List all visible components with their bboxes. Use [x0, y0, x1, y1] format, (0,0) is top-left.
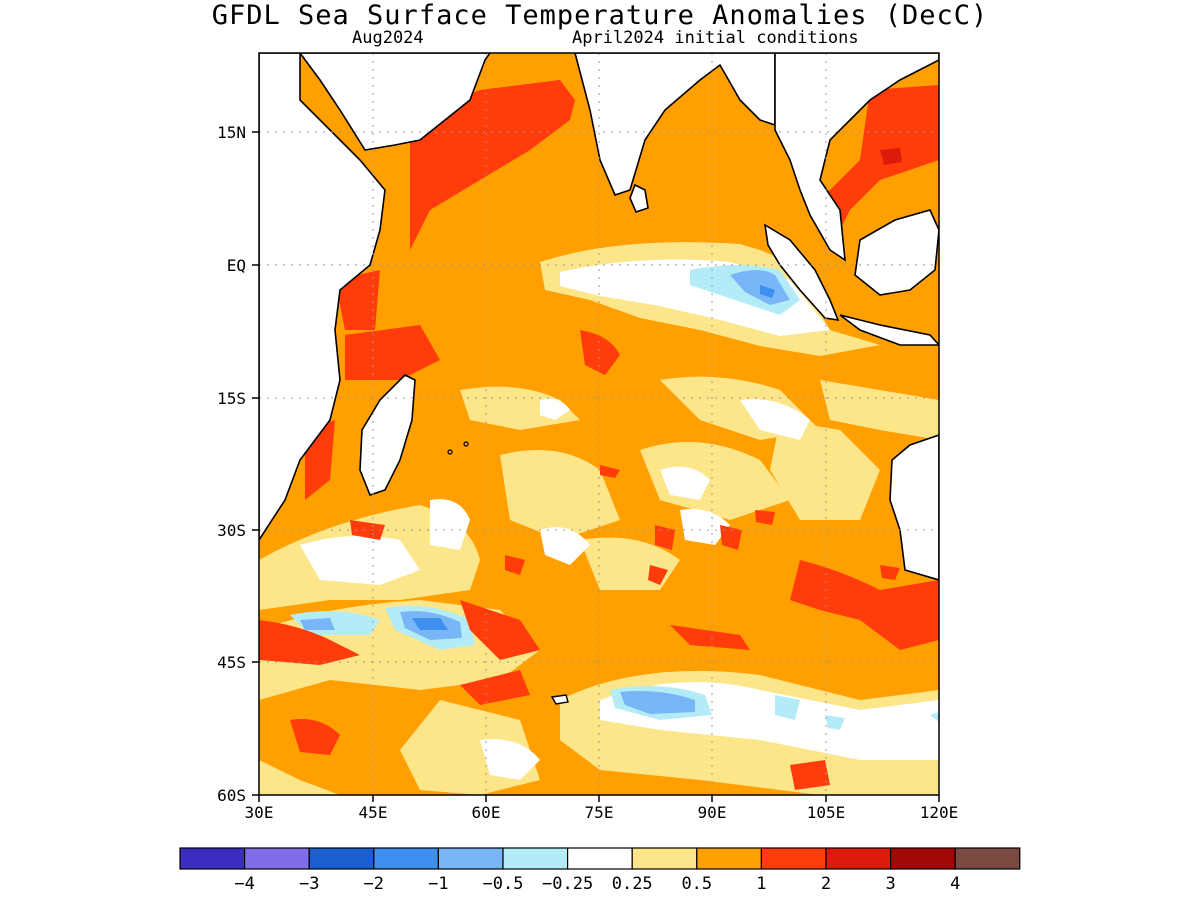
colorbar-swatch — [760, 847, 827, 870]
colorbar-label: −0.25 — [542, 874, 593, 894]
gridlines — [259, 53, 939, 795]
lat-tick-marks — [252, 131, 259, 796]
forecast-month: Aug2024 — [352, 28, 424, 48]
lon-labels: 30E 45E 60E 75E 90E 105E 120E — [245, 803, 959, 822]
lon-label-90e: 90E — [698, 803, 727, 822]
colorbar-swatch — [889, 847, 956, 870]
lat-label-45s: 45S — [217, 653, 246, 672]
colorbar-label: −3 — [299, 874, 319, 894]
lat-label-15s: 15S — [217, 389, 246, 408]
colorbar-label: −0.5 — [483, 874, 524, 894]
colorbar-swatch — [437, 847, 504, 870]
colorbar-label: 0.5 — [681, 874, 712, 894]
lon-label-75e: 75E — [585, 803, 614, 822]
lat-label-30s: 30S — [217, 521, 246, 540]
anomaly-neg-1-2 — [412, 285, 775, 630]
colorbar-label: 0.25 — [612, 874, 653, 894]
land-masses — [259, 53, 939, 581]
colorbar-swatch — [954, 847, 1021, 870]
lon-label-30e: 30E — [245, 803, 274, 822]
colorbar-label: −4 — [234, 874, 254, 894]
lat-label-eq: EQ — [227, 256, 246, 275]
colorbar-swatch — [696, 847, 762, 870]
anomaly-1-2 — [259, 80, 939, 790]
lon-label-45e: 45E — [359, 803, 388, 822]
lat-label-15n: 15N — [217, 123, 246, 142]
colorbar-swatch — [179, 847, 246, 870]
reunion-island — [463, 441, 469, 447]
anomaly-2-3 — [880, 148, 902, 165]
lat-labels: 15N EQ 15S 30S 45S 60S — [217, 123, 246, 805]
colorbar — [179, 847, 1021, 870]
lat-label-60s: 60S — [217, 786, 246, 805]
anomaly-field — [259, 53, 939, 795]
colorbar-swatch — [244, 847, 310, 870]
map-title: GFDL Sea Surface Temperature Anomalies (… — [211, 0, 989, 31]
colorbar-label: 3 — [885, 874, 895, 894]
colorbar-labels: −4 −3 −2 −1 −0.5 −0.25 0.25 0.5 1 2 3 4 — [234, 874, 960, 894]
lon-label-105e: 105E — [807, 803, 846, 822]
colorbar-swatch — [308, 847, 375, 870]
lon-label-60e: 60E — [472, 803, 501, 822]
initial-conditions: April2024 initial conditions — [572, 28, 859, 48]
colorbar-swatch — [566, 847, 633, 870]
colorbar-label: 4 — [950, 874, 960, 894]
mauritius-island — [447, 449, 453, 455]
colorbar-swatch — [373, 847, 439, 870]
kerguelen-island — [550, 694, 569, 705]
lon-label-120e: 120E — [920, 803, 959, 822]
colorbar-label: −2 — [364, 874, 384, 894]
lon-tick-marks — [258, 795, 940, 802]
colorbar-label: 1 — [756, 874, 766, 894]
colorbar-label: 2 — [821, 874, 831, 894]
colorbar-swatch — [502, 847, 569, 870]
colorbar-swatch — [631, 847, 698, 870]
colorbar-swatch — [825, 847, 892, 870]
colorbar-label: −1 — [428, 874, 448, 894]
